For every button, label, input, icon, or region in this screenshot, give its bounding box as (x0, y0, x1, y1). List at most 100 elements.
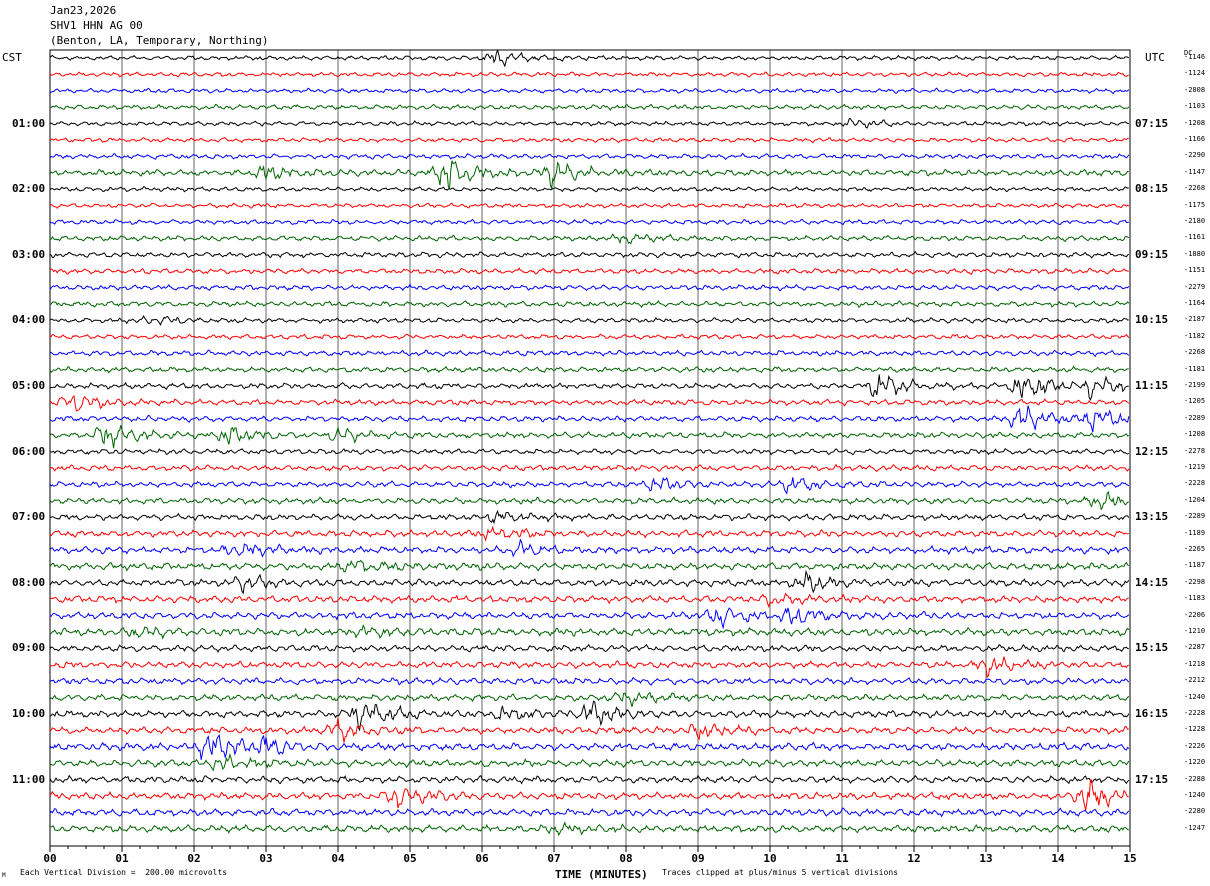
left-axis-title: CST (2, 51, 22, 64)
cst-hour-label: 02:00 (12, 182, 46, 196)
cst-hour-label: 07:00 (12, 510, 46, 524)
dc-offset-label: -2226 (1184, 741, 1206, 750)
utc-hour-label: 14:15 (1135, 575, 1169, 589)
seismic-trace (49, 733, 1130, 760)
utc-hour-label: 12:15 (1135, 444, 1169, 458)
dc-offset-label: -1240 (1184, 692, 1206, 701)
cst-hour-label: 08:00 (12, 575, 46, 589)
dc-offset-label: -1210 (1184, 627, 1206, 635)
utc-hour-label: 16:15 (1135, 707, 1169, 720)
dc-offset-label: -1187 (1184, 561, 1206, 570)
seismic-trace (49, 118, 1129, 129)
seismic-trace (49, 569, 1130, 595)
seismic-trace (49, 71, 1129, 78)
x-tick-label: 11 (835, 852, 849, 865)
seismic-trace (49, 447, 1130, 456)
seismic-trace (49, 283, 1130, 292)
seismic-trace (49, 374, 1129, 401)
x-tick-label: 10 (763, 852, 776, 865)
x-tick-label: 06 (475, 852, 489, 865)
dc-offset-label: -1124 (1184, 69, 1206, 78)
seismic-trace (49, 103, 1130, 112)
corner-mark: M (2, 872, 6, 879)
dc-offset-label: -2278 (1184, 446, 1206, 455)
dc-offset-label: -1182 (1184, 331, 1206, 340)
seismic-trace (49, 186, 1129, 193)
x-axis-label: TIME (MINUTES) (555, 868, 648, 881)
utc-hour-label: 07:15 (1135, 116, 1169, 130)
seismic-trace (49, 624, 1130, 640)
x-tick-label: 15 (1123, 852, 1136, 865)
seismic-trace (49, 365, 1129, 374)
seismic-trace (49, 160, 1129, 190)
dc-offset-label: -1147 (1184, 167, 1206, 176)
cst-hour-label: 10:00 (12, 707, 46, 720)
dc-offset-label: -1205 (1184, 397, 1206, 406)
dc-offset-label: -2180 (1184, 217, 1206, 225)
seismic-trace (49, 218, 1129, 226)
dc-offset-label: -1208 (1184, 118, 1206, 127)
seismic-trace (49, 87, 1130, 95)
dc-offset-label: -1146 (1184, 53, 1206, 61)
dc-offset-label: -2228 (1184, 709, 1206, 717)
dc-offset-label: -2199 (1184, 381, 1206, 389)
x-tick-label: 03 (259, 852, 272, 865)
dc-offset-label: -1240 (1184, 791, 1206, 799)
scale-note: Each Vertical Division = 200.00 microvol… (20, 868, 228, 877)
seismic-trace (49, 333, 1130, 340)
dc-offset-label: -1220 (1184, 758, 1206, 767)
cst-hour-label: 05:00 (12, 379, 46, 392)
x-tick-label: 09 (691, 852, 704, 865)
seismic-trace (49, 592, 1129, 609)
dc-title: DC (1184, 49, 1193, 57)
seismic-trace (49, 607, 1130, 630)
dc-offset-label: -1103 (1184, 102, 1206, 111)
utc-hour-label: 15:15 (1135, 641, 1169, 655)
dc-offset-label: -1175 (1184, 200, 1206, 209)
seismic-trace (49, 525, 1129, 542)
cst-hour-label: 09:00 (12, 641, 46, 655)
dc-offset-label: -1181 (1184, 364, 1206, 373)
dc-offset-label: -1183 (1184, 594, 1206, 603)
plot-frame (49, 49, 1131, 847)
seismic-trace (49, 779, 1129, 811)
seismic-trace (49, 509, 1130, 525)
seismic-trace (49, 821, 1130, 837)
seismic-trace (49, 152, 1130, 161)
x-tick-label: 07 (547, 852, 560, 865)
seismic-trace (49, 643, 1129, 654)
dc-offset-label: -1247 (1184, 823, 1206, 832)
x-tick-label: 02 (187, 852, 200, 865)
dc-offset-label: -2280 (1184, 807, 1206, 816)
seismic-trace (49, 250, 1130, 259)
seismic-trace (49, 700, 1130, 732)
utc-hour-label: 17:15 (1135, 772, 1169, 786)
seismic-trace (49, 676, 1130, 686)
x-tick-label: 01 (115, 852, 129, 865)
x-tick-label: 04 (331, 852, 345, 865)
seismic-trace (49, 315, 1129, 326)
seismic-trace (49, 807, 1130, 818)
dc-offset-label: -2265 (1184, 545, 1206, 553)
dc-offset-label: -2279 (1184, 282, 1206, 291)
cst-hour-label: 11:00 (12, 772, 46, 786)
seismic-trace (49, 48, 1130, 68)
seismic-trace (49, 774, 1130, 785)
seismic-trace (49, 476, 1130, 495)
dc-offset-label: -2290 (1184, 151, 1206, 160)
dc-offset-label: -1189 (1184, 528, 1206, 537)
seismic-trace (49, 491, 1129, 511)
seismic-trace (49, 233, 1130, 245)
dc-offset-label: -1164 (1184, 299, 1206, 307)
x-tick-label: 05 (403, 852, 416, 865)
seismic-trace (49, 202, 1130, 209)
cst-hour-label: 01:00 (12, 116, 46, 130)
utc-hour-label: 11:15 (1135, 379, 1169, 392)
x-tick-label: 14 (1051, 852, 1065, 865)
utc-hour-label: 09:15 (1135, 247, 1169, 261)
right-axis-title: UTC (1145, 51, 1165, 64)
seismic-trace (49, 349, 1130, 357)
cst-hour-label: 06:00 (12, 444, 46, 458)
dc-offset-label: -1218 (1184, 659, 1206, 668)
